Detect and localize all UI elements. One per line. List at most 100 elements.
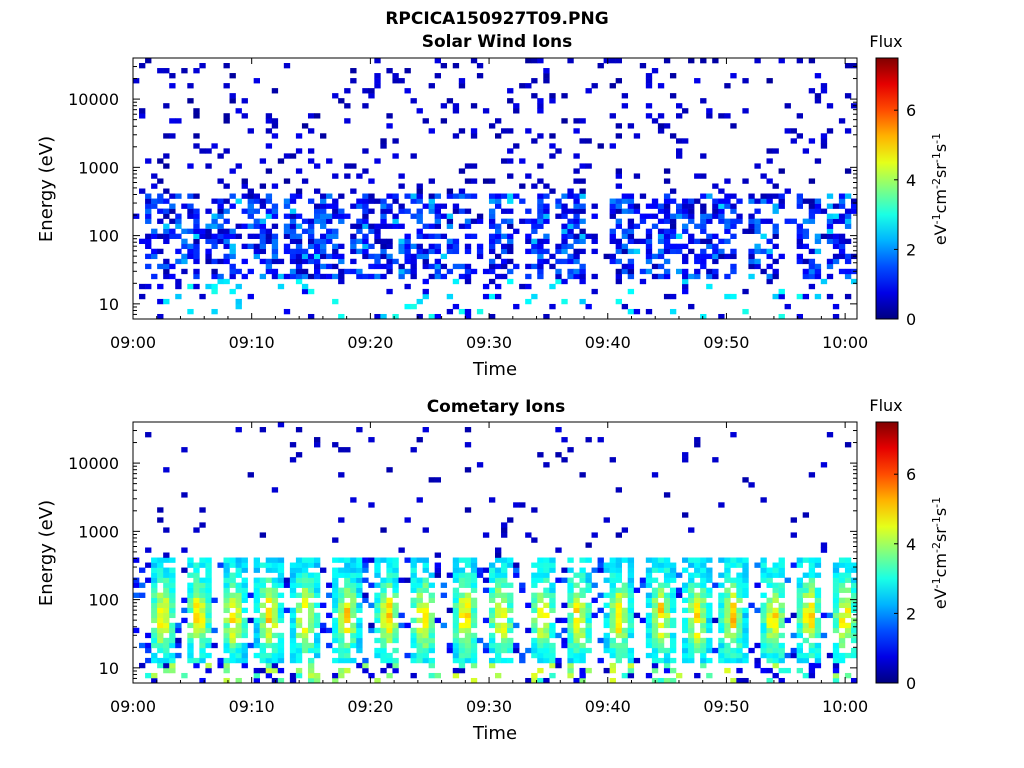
heatmap-cell: [404, 253, 411, 260]
heatmap-cell: [452, 612, 460, 619]
heatmap-cell: [229, 657, 236, 664]
heatmap-cell: [410, 602, 417, 609]
heatmap-cell: [314, 672, 321, 679]
heatmap-cell: [458, 273, 466, 280]
heatmap-cell: [832, 572, 840, 578]
heatmap-cell: [452, 627, 460, 634]
heatmap-cell: [555, 662, 562, 669]
heatmap-cell: [229, 652, 236, 659]
heatmap-cell: [585, 627, 592, 634]
heatmap-cell: [428, 263, 435, 270]
heatmap-cell: [464, 562, 472, 568]
heatmap-cell: [271, 213, 279, 219]
heatmap-cell: [380, 143, 387, 149]
heatmap-cell: [609, 677, 616, 684]
heatmap-cell: [211, 627, 218, 634]
heatmap-cell: [452, 632, 460, 639]
heatmap-cell: [657, 233, 665, 239]
heatmap-cell: [724, 228, 731, 234]
heatmap-cell: [338, 213, 345, 219]
heatmap-cell: [682, 587, 689, 593]
heatmap-cell: [368, 437, 375, 443]
heatmap-cell: [253, 582, 260, 588]
heatmap-cell: [585, 138, 592, 144]
heatmap-cell: [700, 248, 707, 255]
heatmap-cell: [452, 587, 460, 593]
heatmap-cell: [265, 632, 273, 639]
heatmap-cell: [808, 627, 816, 634]
heatmap-cell: [585, 607, 592, 614]
heatmap-cell: [253, 677, 260, 684]
heatmap-cell: [850, 622, 858, 629]
heatmap-cell: [428, 178, 435, 184]
heatmap-cell: [199, 617, 206, 624]
heatmap-cell: [157, 612, 164, 619]
heatmap-cell: [452, 238, 460, 245]
heatmap-cell: [205, 662, 212, 669]
heatmap-cell: [688, 198, 695, 204]
heatmap-cell: [549, 562, 556, 568]
heatmap-cell: [307, 148, 315, 154]
heatmap-cell: [537, 642, 544, 649]
heatmap-cell: [501, 248, 508, 255]
heatmap-cell: [464, 223, 472, 229]
heatmap-cell: [368, 273, 375, 280]
heatmap-cell: [488, 123, 496, 129]
heatmap-cell: [778, 602, 785, 609]
heatmap-cell: [320, 218, 327, 224]
heatmap-cell: [253, 632, 260, 639]
heatmap-cell: [392, 657, 399, 664]
heatmap-cell: [730, 622, 737, 629]
heatmap-cell: [416, 592, 423, 598]
heatmap-cell: [645, 103, 653, 109]
heatmap-cell: [537, 253, 544, 260]
heatmap-cell: [428, 248, 435, 255]
heatmap-cell: [187, 98, 194, 104]
heatmap-cell: [549, 283, 556, 290]
heatmap-cell: [452, 278, 460, 285]
heatmap-cell: [778, 203, 785, 209]
heatmap-cell: [778, 572, 785, 578]
heatmap-cell: [669, 293, 677, 300]
heatmap-cell: [772, 662, 779, 669]
heatmap-cell: [374, 58, 381, 64]
heatmap-cell: [766, 78, 773, 84]
heatmap-cell: [495, 582, 502, 588]
heatmap-cell: [730, 612, 737, 619]
heatmap-cell: [615, 173, 622, 179]
heatmap-cell: [802, 637, 810, 644]
cometary-title: Cometary Ions: [427, 397, 566, 417]
heatmap-cell: [694, 637, 701, 644]
heatmap-cell: [609, 562, 616, 568]
heatmap-cell: [289, 577, 297, 583]
heatmap-cell: [301, 602, 309, 609]
heatmap-cell: [422, 527, 429, 533]
heatmap-cell: [682, 647, 689, 654]
heatmap-cell: [627, 123, 635, 129]
heatmap-cell: [688, 642, 695, 649]
solar-wind-heatmap: [133, 58, 858, 320]
heatmap-cell: [531, 243, 538, 250]
heatmap-cell: [181, 228, 188, 234]
heatmap-cell: [688, 577, 695, 583]
heatmap-cell: [609, 582, 616, 588]
heatmap-cell: [507, 128, 514, 134]
heatmap-cell: [814, 203, 822, 209]
heatmap-cell: [700, 98, 707, 104]
heatmap-cell: [157, 602, 164, 609]
heatmap-cell: [784, 617, 791, 624]
heatmap-cell: [283, 582, 291, 588]
heatmap-cell: [163, 258, 170, 265]
heatmap-cell: [796, 243, 803, 250]
heatmap-cell: [742, 587, 749, 593]
heatmap-cell: [700, 153, 707, 159]
heatmap-cell: [591, 597, 598, 603]
heatmap-cell: [344, 617, 351, 624]
heatmap-cell: [844, 268, 852, 275]
heatmap-cell: [223, 667, 230, 674]
heatmap-cell: [543, 218, 550, 224]
heatmap-cell: [362, 88, 369, 94]
heatmap-cell: [410, 657, 417, 664]
heatmap-cell: [163, 68, 170, 74]
